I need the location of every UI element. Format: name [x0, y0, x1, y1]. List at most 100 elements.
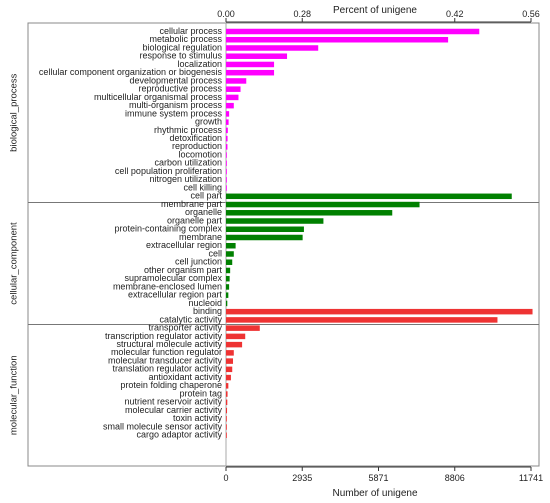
category-label-molecular-transducer-activity: molecular transducer activity — [108, 355, 223, 365]
category-label-developmental-process: developmental process — [129, 75, 222, 85]
group-label-cellular-component: cellular_component — [9, 222, 20, 305]
category-label-reproduction: reproduction — [172, 141, 222, 151]
bar-immune-system-process — [226, 111, 230, 117]
bar-transcription-regulator-activity — [226, 333, 246, 340]
bottom-tick-label: 2935 — [292, 473, 312, 483]
bar-localization — [226, 61, 275, 68]
bar-other-organism-part — [226, 267, 231, 274]
bar-antioxidant-activity — [226, 374, 231, 381]
category-label-immune-system-process: immune system process — [125, 108, 223, 118]
bar-response-to-stimulus — [226, 53, 288, 59]
category-label-transcription-regulator-activity: transcription regulator activity — [105, 331, 223, 341]
category-label-nutrient-reservoir-activity: nutrient reservoir activity — [124, 397, 222, 407]
category-label-membrane: membrane — [179, 232, 222, 242]
bar-cell — [226, 251, 234, 257]
category-label-supramolecular-complex: supramolecular complex — [124, 273, 222, 283]
bar-structural-molecule-activity — [226, 341, 243, 348]
category-label-molecular-carrier-activity: molecular carrier activity — [125, 405, 223, 415]
group-label-biological-process: biological_process — [9, 73, 20, 151]
bar-reproductive-process — [226, 86, 241, 92]
category-label-carbon-utilization: carbon utilization — [154, 158, 222, 168]
bar-nitrogen-utilization — [226, 177, 227, 183]
category-label-cellular-component-organization-or-biogenesis: cellular component organization or bioge… — [39, 67, 223, 77]
bar-molecular-function-regulator — [226, 350, 234, 356]
bar-protein-folding-chaperone — [226, 383, 229, 389]
category-label-translation-regulator-activity: translation regulator activity — [112, 364, 222, 374]
group-label-molecular-function: molecular_function — [9, 355, 20, 435]
bar-transporter-activity — [226, 325, 260, 331]
category-label-response-to-stimulus: response to stimulus — [139, 51, 222, 61]
bar-multicellular-organismal-process — [226, 94, 239, 101]
category-label-antioxidant-activity: antioxidant activity — [148, 372, 222, 382]
bar-protein-containing-complex — [226, 226, 304, 233]
category-label-cellular-process: cellular process — [159, 26, 222, 36]
category-label-membrane-enclosed-lumen: membrane-enclosed lumen — [113, 281, 222, 291]
bar-reproduction — [226, 144, 228, 150]
category-label-protein-tag: protein tag — [179, 388, 222, 398]
bar-growth — [226, 119, 229, 125]
bar-locomotion — [226, 152, 227, 158]
category-label-molecular-function-regulator: molecular function regulator — [111, 347, 222, 357]
category-label-cell-population-proliferation: cell population proliferation — [115, 166, 222, 176]
bar-metabolic-process — [226, 36, 449, 43]
bar-rhythmic-process — [226, 127, 228, 134]
bar-cell-junction — [226, 259, 233, 265]
bottom-tick-label: 11741 — [519, 473, 543, 483]
category-label-nucleoid: nucleoid — [188, 298, 222, 308]
bar-cellular-process — [226, 28, 480, 35]
axes: 0 2935 5871 8806 11741 0.00 0.28 0.42 0.56 — [217, 9, 543, 483]
top-tick-label: 0.56 — [522, 9, 540, 19]
category-label-cell: cell — [208, 248, 222, 258]
bar-supramolecular-complex — [226, 275, 230, 282]
category-label-cell-killing: cell killing — [183, 182, 222, 192]
bars — [226, 28, 533, 439]
category-label-binding: binding — [193, 306, 222, 316]
category-label-other-organism-part: other organism part — [144, 265, 223, 275]
bar-membrane-part — [226, 201, 420, 208]
bar-toxin-activity — [226, 416, 227, 422]
bar-detoxification — [226, 135, 228, 142]
category-label-toxin-activity: toxin activity — [173, 413, 223, 423]
bar-cellular-component-organization-or-biogenesis — [226, 69, 275, 76]
bar-translation-regulator-activity — [226, 366, 233, 373]
bar-cell-part — [226, 193, 512, 200]
category-label-multicellular-organismal-process: multicellular organismal process — [94, 92, 223, 102]
bar-multi-organism-process — [226, 102, 234, 109]
category-label-cell-junction: cell junction — [175, 257, 222, 267]
category-label-cargo-adaptor-activity: cargo adaptor activity — [136, 430, 222, 440]
category-label-cell-part: cell part — [190, 191, 222, 201]
category-label-reproductive-process: reproductive process — [138, 84, 222, 94]
category-label-metabolic-process: metabolic process — [149, 34, 222, 44]
bar-binding — [226, 308, 533, 315]
bar-nutrient-reservoir-activity — [226, 399, 228, 406]
bar-extracellular-region-part — [226, 292, 229, 298]
category-label-protein-folding-chaperone: protein folding chaperone — [120, 380, 222, 390]
bar-molecular-carrier-activity — [226, 407, 228, 414]
category-label-extracellular-region: extracellular region — [146, 240, 222, 250]
category-label-growth: growth — [195, 117, 222, 127]
bottom-tick-label: 8806 — [445, 473, 465, 483]
bar-molecular-transducer-activity — [226, 358, 234, 364]
bar-developmental-process — [226, 78, 247, 84]
bar-organelle — [226, 210, 393, 216]
category-label-localization: localization — [177, 59, 222, 69]
bar-membrane — [226, 234, 303, 241]
top-axis-label: Percent of unigene — [333, 5, 417, 16]
bar-nucleoid — [226, 300, 228, 307]
bar-cell-population-proliferation — [226, 168, 227, 175]
category-label-protein-containing-complex: protein-containing complex — [114, 224, 222, 234]
category-label-nitrogen-utilization: nitrogen utilization — [149, 174, 222, 184]
category-label-multi-organism-process: multi-organism process — [129, 100, 223, 110]
bar-catalytic-activity — [226, 317, 498, 323]
category-label-rhythmic-process: rhythmic process — [154, 125, 223, 135]
bar-carbon-utilization — [226, 160, 227, 167]
top-tick-label: 0.28 — [293, 9, 311, 19]
bar-cargo-adaptor-activity — [226, 432, 227, 439]
group-labels: biological_process cellular_componentmole… — [9, 73, 20, 435]
bar-membrane-enclosed-lumen — [226, 284, 230, 290]
category-label-locomotion: locomotion — [178, 149, 222, 159]
category-label-detoxification: detoxification — [169, 133, 222, 143]
category-label-organelle: organelle — [185, 207, 222, 217]
category-label-membrane-part: membrane part — [161, 199, 223, 209]
bar-cell-killing — [226, 185, 227, 191]
